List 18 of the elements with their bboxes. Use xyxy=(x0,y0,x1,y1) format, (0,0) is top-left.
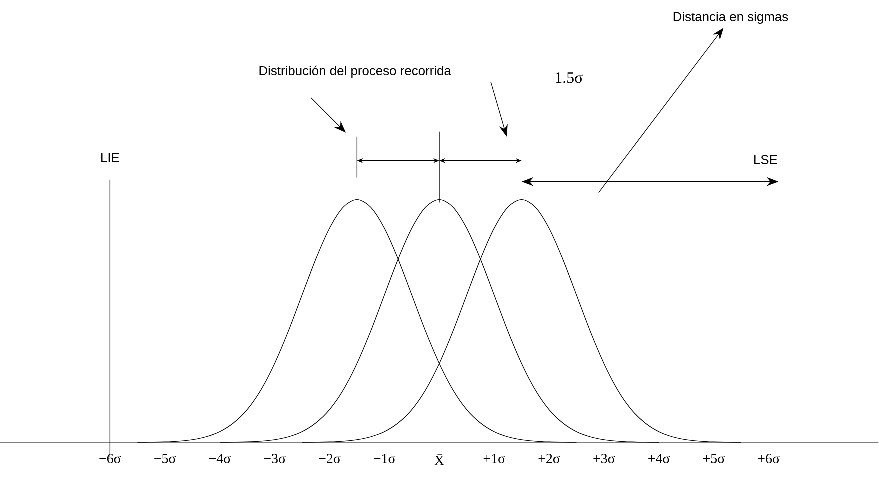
text: 1.5σ xyxy=(556,72,583,84)
x-tick-label: −5σ xyxy=(154,454,176,464)
x-tick-label: +2σ xyxy=(538,454,560,464)
ref-line-label: LIE xyxy=(102,154,120,163)
x-tick-label: −6σ xyxy=(100,454,122,464)
text: Distancia en sigmas xyxy=(674,12,788,24)
x-tick-label: +6σ xyxy=(758,454,780,464)
x-tick-label: −3σ xyxy=(264,454,286,464)
x-tick-label: −1σ xyxy=(374,454,396,464)
x-tick-label: X̄ xyxy=(434,454,444,466)
x-tick-label: +1σ xyxy=(484,454,506,464)
text: Distribución del proceso recorrida xyxy=(260,66,452,78)
text: LSE xyxy=(754,155,778,165)
x-tick-label: −4σ xyxy=(209,454,231,464)
x-tick-label: +4σ xyxy=(648,454,670,464)
x-tick-label: +5σ xyxy=(703,454,725,464)
x-tick-label: +3σ xyxy=(594,454,616,464)
x-tick-label: −2σ xyxy=(319,454,341,464)
